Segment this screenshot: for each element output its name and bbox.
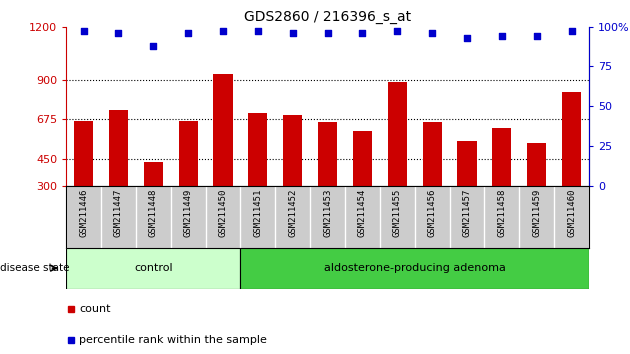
Bar — [109, 110, 128, 186]
Point — [113, 30, 123, 36]
Text: GSM211452: GSM211452 — [289, 189, 297, 237]
Text: GSM211455: GSM211455 — [393, 189, 402, 237]
Bar — [527, 143, 546, 186]
Bar — [241, 248, 589, 289]
Text: percentile rank within the sample: percentile rank within the sample — [79, 335, 267, 344]
Point — [357, 30, 367, 36]
Bar — [318, 122, 337, 186]
Point — [532, 33, 542, 39]
Text: GSM211451: GSM211451 — [253, 189, 262, 237]
Text: disease state: disease state — [0, 263, 72, 273]
Bar — [178, 121, 198, 186]
Point — [392, 29, 403, 34]
Point — [497, 33, 507, 39]
Bar — [66, 248, 241, 289]
Text: aldosterone-producing adenoma: aldosterone-producing adenoma — [324, 263, 506, 273]
Point — [566, 29, 576, 34]
Bar — [353, 131, 372, 186]
Text: count: count — [79, 304, 111, 314]
Text: GSM211448: GSM211448 — [149, 189, 158, 237]
Bar — [562, 92, 581, 186]
Bar — [214, 74, 232, 186]
Point — [79, 29, 89, 34]
Point — [288, 30, 298, 36]
Point — [218, 29, 228, 34]
Text: GSM211454: GSM211454 — [358, 189, 367, 237]
Text: GSM211457: GSM211457 — [462, 189, 471, 237]
Text: GSM211450: GSM211450 — [219, 189, 227, 237]
Bar — [457, 141, 477, 186]
Text: control: control — [134, 263, 173, 273]
Bar — [387, 82, 407, 186]
Bar — [423, 122, 442, 186]
Text: GSM211458: GSM211458 — [498, 189, 507, 237]
Bar — [74, 121, 93, 186]
Text: GSM211460: GSM211460 — [567, 189, 576, 237]
Bar — [283, 115, 302, 186]
Text: GSM211446: GSM211446 — [79, 189, 88, 237]
Bar — [144, 162, 163, 186]
Text: GSM211456: GSM211456 — [428, 189, 437, 237]
Title: GDS2860 / 216396_s_at: GDS2860 / 216396_s_at — [244, 10, 411, 24]
Point — [427, 30, 437, 36]
Point — [462, 35, 472, 41]
Point — [253, 29, 263, 34]
Bar — [492, 128, 512, 186]
Text: GSM211449: GSM211449 — [184, 189, 193, 237]
Text: GSM211453: GSM211453 — [323, 189, 332, 237]
Bar — [248, 113, 268, 186]
Point — [183, 30, 193, 36]
Point — [148, 43, 158, 48]
Text: GSM211459: GSM211459 — [532, 189, 541, 237]
Point — [323, 30, 333, 36]
Text: GSM211447: GSM211447 — [114, 189, 123, 237]
